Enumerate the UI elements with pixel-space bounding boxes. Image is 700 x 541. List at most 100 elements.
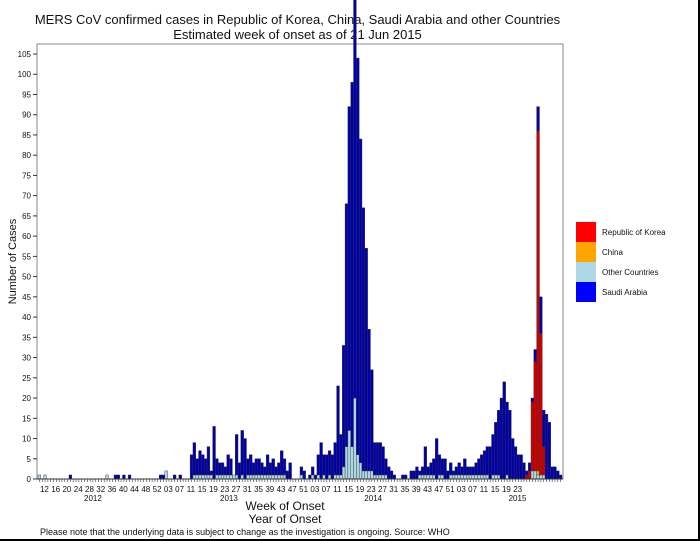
bar-segment xyxy=(536,470,540,476)
bar-segment xyxy=(533,349,537,362)
bar-segment xyxy=(280,474,284,480)
bar-segment xyxy=(527,470,532,480)
bar-segment xyxy=(547,422,551,480)
bar-segment xyxy=(544,414,549,480)
bar-segment xyxy=(235,434,239,476)
bar-segment xyxy=(381,474,385,480)
bar-segment xyxy=(477,458,481,476)
bar-segment xyxy=(516,454,520,480)
bar-segment xyxy=(209,474,213,480)
bar-segment xyxy=(536,474,540,480)
x-tick-label: 31 xyxy=(389,485,398,494)
bar-segment xyxy=(198,450,202,476)
bar-segment xyxy=(277,462,281,476)
x-tick-label: 47 xyxy=(288,485,297,494)
bar-segment xyxy=(158,474,163,480)
x-tick-label: 48 xyxy=(141,485,150,494)
bar-segment xyxy=(299,474,304,480)
x-tick-label: 32 xyxy=(96,485,105,494)
bar-segment xyxy=(353,397,357,480)
legend-item-other: Other Countries xyxy=(576,262,666,282)
bar-segment xyxy=(347,106,351,431)
bar-segment xyxy=(113,474,118,480)
bar-segment xyxy=(522,462,526,480)
bar-segment xyxy=(212,426,216,480)
bar-segment xyxy=(206,446,211,476)
y-tick-label: 95 xyxy=(22,90,31,99)
bar-segment xyxy=(480,474,484,480)
bar-segment xyxy=(240,430,244,476)
bar-segment xyxy=(440,474,444,480)
footnote: Please note that the underlying data is … xyxy=(40,527,450,537)
bar-segment xyxy=(423,474,427,480)
bar-segment xyxy=(491,434,495,476)
bar-segment xyxy=(457,462,461,476)
bar-segment xyxy=(356,454,360,480)
bar-segment xyxy=(429,474,433,480)
bar-segment xyxy=(192,474,196,480)
bar-segment xyxy=(485,474,489,480)
bar-segment xyxy=(195,458,199,476)
bar-segment xyxy=(257,474,261,480)
bar-segment xyxy=(497,474,501,480)
bar-segment xyxy=(274,466,278,476)
bar-segment xyxy=(488,446,492,480)
chart-title: MERS CoV confirmed cases in Republic of … xyxy=(34,12,561,27)
bar-segment xyxy=(240,474,244,480)
legend-swatch-korea xyxy=(576,222,596,242)
bar-segment xyxy=(480,454,484,476)
bar-segment xyxy=(474,462,478,476)
bar-segment xyxy=(530,470,535,480)
x-tick-label: 20 xyxy=(62,485,71,494)
bar-segment xyxy=(254,458,258,476)
x-tick-label: 36 xyxy=(108,485,117,494)
bar-segment xyxy=(226,474,230,480)
bar-segment xyxy=(482,450,487,476)
x-tick-label: 11 xyxy=(187,485,196,494)
x-tick-label: 39 xyxy=(412,485,421,494)
x-tick-label: 07 xyxy=(175,485,184,494)
x-tick-label: 03 xyxy=(310,485,319,494)
bar-segment xyxy=(437,454,442,476)
bar-segment xyxy=(375,442,380,476)
x-tick-label: 44 xyxy=(130,485,139,494)
x-tick-label: 15 xyxy=(491,485,500,494)
bar-segment xyxy=(443,458,447,480)
bar-segment xyxy=(127,474,132,480)
bar-segment xyxy=(265,454,270,476)
bar-segment xyxy=(358,462,363,480)
bar-segment xyxy=(449,474,453,480)
bar-segment xyxy=(409,470,413,480)
x-tick-label: 15 xyxy=(344,485,353,494)
x-tick-label: 23 xyxy=(513,485,522,494)
bar-segment xyxy=(215,474,219,480)
bar-segment xyxy=(542,409,546,447)
bar-segment xyxy=(494,474,498,480)
bar-segment xyxy=(437,474,442,480)
bar-segment xyxy=(499,397,504,480)
bar-segment xyxy=(263,474,267,480)
y-tick-label: 70 xyxy=(22,192,31,201)
bar-segment xyxy=(533,361,537,472)
bar-segment xyxy=(539,474,543,480)
legend-swatch-other xyxy=(576,262,596,282)
bar-segment xyxy=(477,474,481,480)
bar-segment xyxy=(251,474,256,480)
bar-segment xyxy=(373,474,377,480)
bar-segment xyxy=(468,474,473,480)
bar-segment xyxy=(420,466,425,476)
bar-segment xyxy=(466,474,470,480)
bar-segment xyxy=(215,458,219,476)
bar-segment xyxy=(263,466,267,476)
y-tick-label: 80 xyxy=(22,151,31,160)
bar-segment xyxy=(223,474,227,480)
bar-segment xyxy=(243,438,247,480)
bar-segment xyxy=(387,466,391,480)
bar-segment xyxy=(367,329,371,472)
x-tick-label: 19 xyxy=(209,485,218,494)
bar-segment xyxy=(553,466,557,480)
bar-segment xyxy=(536,130,540,472)
bar-segment xyxy=(558,474,563,480)
y-tick-label: 50 xyxy=(22,273,31,282)
bar-segment xyxy=(468,466,473,476)
